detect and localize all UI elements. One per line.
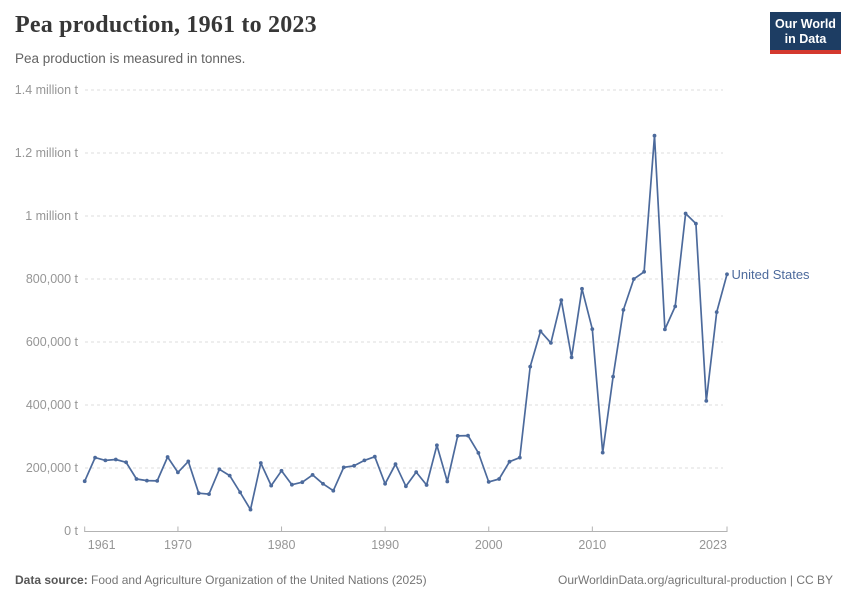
- data-point: [725, 272, 729, 277]
- series-line: [83, 134, 728, 511]
- data-point: [331, 488, 336, 493]
- y-axis-tick-label: 600,000 t: [26, 335, 79, 349]
- x-axis-tick-label: 1980: [268, 538, 296, 552]
- data-point: [683, 211, 688, 216]
- data-point: [445, 479, 450, 484]
- data-point: [590, 327, 595, 331]
- data-point: [352, 463, 356, 468]
- data-point: [414, 470, 419, 474]
- data-point: [424, 483, 429, 487]
- data-point: [704, 399, 709, 403]
- owid-logo: Our World in Data: [770, 12, 841, 54]
- owid-logo-line2: in Data: [784, 32, 827, 46]
- data-point: [372, 454, 377, 459]
- data-point: [393, 462, 398, 467]
- x-axis-tick-label: 1970: [164, 538, 192, 552]
- data-point: [217, 467, 222, 472]
- data-point: [248, 507, 253, 512]
- data-point: [714, 310, 719, 314]
- data-point: [476, 451, 481, 455]
- data-point: [631, 277, 636, 281]
- data-point: [238, 490, 243, 495]
- data-point: [663, 327, 667, 332]
- y-axis-tick-label: 1.2 million t: [15, 146, 79, 160]
- chart-footer: Data source: Food and Agriculture Organi…: [0, 567, 850, 600]
- data-point: [196, 491, 201, 496]
- data-point: [362, 458, 367, 463]
- data-point: [497, 477, 501, 481]
- data-point: [549, 341, 553, 345]
- y-axis-tick-label: 1.4 million t: [15, 83, 79, 97]
- data-point: [538, 329, 543, 334]
- data-point: [642, 269, 646, 274]
- data-point: [145, 478, 149, 483]
- data-point: [486, 480, 491, 484]
- data-point: [300, 480, 305, 485]
- data-point: [290, 482, 294, 487]
- data-point: [82, 479, 87, 484]
- y-axis-tick-label: 1 million t: [25, 209, 78, 223]
- chart-subtitle: Pea production is measured in tonnes.: [15, 51, 246, 66]
- data-point: [559, 298, 564, 302]
- x-axis-tick-label: 1961: [88, 538, 116, 552]
- data-point: [269, 483, 274, 488]
- data-source-label: Data source:: [15, 573, 88, 587]
- y-axis-tick-label: 400,000 t: [26, 398, 79, 412]
- data-point: [93, 455, 97, 460]
- data-point: [258, 461, 263, 465]
- y-axis-tick-label: 0 t: [64, 524, 78, 538]
- data-point: [404, 484, 408, 489]
- y-axis-tick-label: 800,000 t: [26, 272, 79, 286]
- data-point: [207, 492, 211, 496]
- x-axis-tick-label: 2010: [578, 538, 606, 552]
- data-source-text: Food and Agriculture Organization of the…: [87, 573, 427, 587]
- data-point: [134, 477, 139, 481]
- data-point: [673, 304, 678, 309]
- data-point: [310, 473, 315, 477]
- data-point: [507, 459, 512, 464]
- data-point: [466, 433, 470, 438]
- data-point: [528, 364, 533, 369]
- data-point: [113, 457, 118, 462]
- data-point: [165, 455, 170, 459]
- x-axis-tick-label: 2000: [475, 538, 503, 552]
- data-point: [103, 458, 108, 463]
- x-axis-tick-label: 1990: [371, 538, 399, 552]
- data-point: [383, 481, 387, 486]
- data-point: [569, 355, 574, 360]
- data-point: [600, 450, 605, 455]
- data-point: [694, 221, 698, 226]
- y-axis-tick-label: 200,000 t: [26, 461, 79, 475]
- data-point: [611, 374, 615, 379]
- data-point: [341, 465, 346, 470]
- data-point: [652, 133, 657, 138]
- data-point: [621, 308, 626, 312]
- data-point: [580, 286, 584, 291]
- data-point: [186, 459, 191, 464]
- data-point: [124, 460, 128, 465]
- credit-link[interactable]: OurWorldinData.org/agricultural-producti…: [557, 573, 833, 587]
- data-point: [321, 481, 325, 486]
- owid-logo-line1: Our World: [775, 17, 836, 31]
- data-point: [455, 434, 460, 438]
- data-point: [155, 479, 160, 483]
- data-point: [279, 468, 284, 473]
- data-source-note: Data source: Food and Agriculture Organi…: [15, 573, 427, 587]
- data-point: [176, 470, 180, 475]
- data-point: [517, 455, 522, 460]
- data-point: [227, 473, 232, 478]
- series-label-united-states: United States: [732, 267, 811, 282]
- x-axis-tick-label: 2023: [699, 538, 727, 552]
- page-title: Pea production, 1961 to 2023: [15, 12, 317, 38]
- data-point: [435, 443, 439, 448]
